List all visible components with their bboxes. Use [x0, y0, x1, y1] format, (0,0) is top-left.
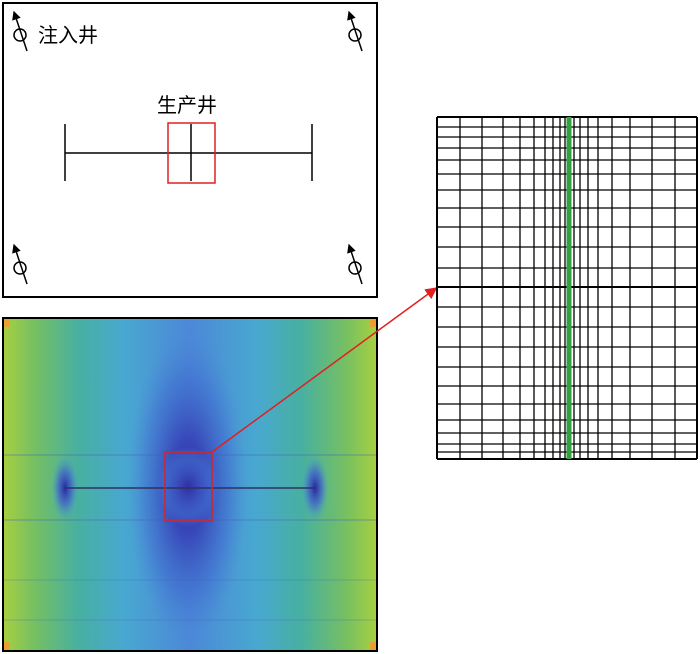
well-arrow [12, 243, 28, 285]
well-arrow [347, 10, 363, 52]
refined-grid [436, 116, 698, 460]
injection-well-label: 注入井 [38, 23, 98, 47]
production-well-label: 生产井 [157, 93, 217, 117]
well-cell [566, 117, 572, 459]
well-arrow [347, 243, 363, 285]
zoom-arrow [211, 287, 438, 453]
injection-wells [12, 10, 363, 285]
well-arrow [12, 10, 28, 52]
pressure-field [2, 317, 378, 652]
zoom-box [164, 451, 213, 522]
zoom-box [167, 122, 216, 184]
schematic-frame [2, 2, 378, 298]
